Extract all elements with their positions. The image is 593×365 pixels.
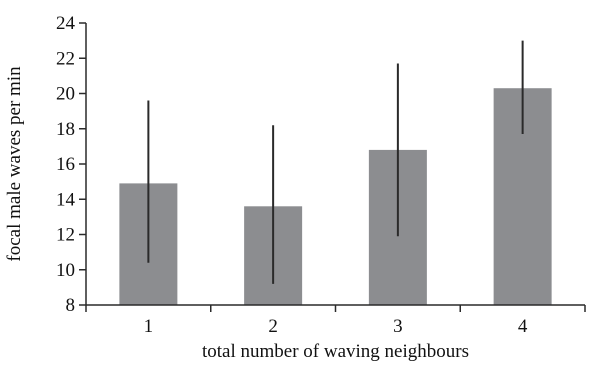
y-tick-label-20: 20 xyxy=(56,84,75,105)
y-tick-label-24: 24 xyxy=(56,13,76,34)
y-tick-label-12: 12 xyxy=(56,225,75,246)
x-tick-label-4: 4 xyxy=(518,316,528,337)
x-tick-label-2: 2 xyxy=(268,316,278,337)
y-tick-label-22: 22 xyxy=(56,48,75,69)
x-tick-label-3: 3 xyxy=(393,316,403,337)
y-tick-label-14: 14 xyxy=(56,189,76,210)
x-axis-label: total number of waving neighbours xyxy=(202,341,469,362)
y-axis-label: focal male waves per min xyxy=(4,66,25,262)
y-tick-label-18: 18 xyxy=(56,119,75,140)
y-tick-label-8: 8 xyxy=(66,295,76,316)
x-tick-label-1: 1 xyxy=(144,316,154,337)
y-tick-label-16: 16 xyxy=(56,154,75,175)
error-bars-layer xyxy=(147,40,524,284)
y-tick-label-10: 10 xyxy=(56,260,75,281)
bars-layer xyxy=(119,88,552,306)
labels-layer: total number of waving neighbours focal … xyxy=(4,66,469,362)
